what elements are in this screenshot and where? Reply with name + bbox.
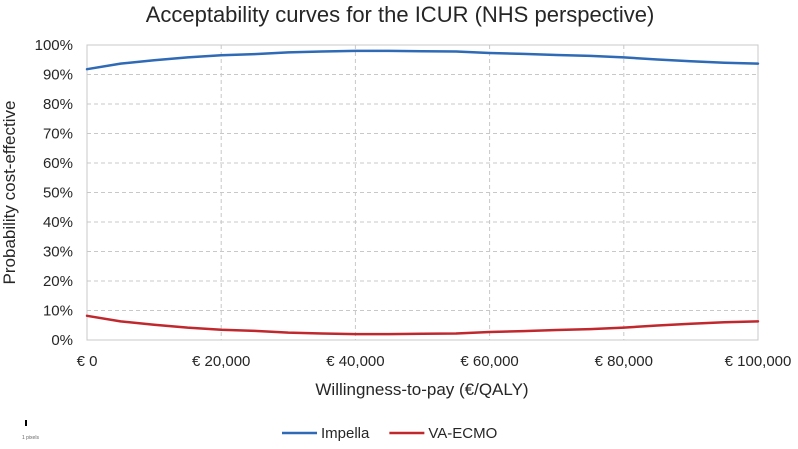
series-layer — [85, 49, 760, 336]
corner-mark — [25, 420, 27, 426]
x-tick-label: € 60,000 — [460, 353, 518, 370]
legend-label-va-ecmo: VA-ECMO — [428, 425, 497, 442]
y-tick-label: 60% — [43, 155, 73, 172]
x-tick-label: € 20,000 — [192, 353, 250, 370]
chart-title: Acceptability curves for the ICUR (NHS p… — [146, 2, 655, 27]
x-tick-label: € 100,000 — [725, 353, 792, 370]
grid-layer — [86, 44, 759, 341]
y-tick-labels: 0% 10% 20% 30% 40% 50% 60% 70% 80% 90% 100% — [35, 37, 73, 349]
x-tick-label: € 40,000 — [326, 353, 384, 370]
x-axis-title: Willingness-to-pay (€/QALY) — [315, 380, 528, 399]
legend: Impella VA-ECMO — [282, 425, 497, 442]
y-axis-title: Probability cost-effective — [0, 101, 19, 285]
y-tick-label: 10% — [43, 303, 73, 320]
footnote: 1 pixels — [22, 435, 39, 441]
y-tick-label: 30% — [43, 244, 73, 261]
y-tick-label: 50% — [43, 185, 73, 202]
x-tick-label: € 0 — [77, 353, 98, 370]
y-tick-label: 0% — [51, 332, 73, 349]
plot-frame — [86, 44, 759, 341]
y-tick-label: 80% — [43, 96, 73, 113]
legend-label-impella: Impella — [321, 425, 370, 442]
y-tick-label: 70% — [43, 126, 73, 143]
y-tick-label: 40% — [43, 214, 73, 231]
y-tick-label: 20% — [43, 273, 73, 290]
x-tick-labels: € 0 € 20,000 € 40,000 € 60,000 € 80,000 € 100… — [77, 353, 792, 370]
series-line-va-ecmo — [85, 314, 760, 336]
y-tick-label: 90% — [43, 67, 73, 84]
series-line-impella — [85, 49, 760, 71]
y-tick-label: 100% — [35, 37, 73, 54]
x-tick-label: € 80,000 — [595, 353, 653, 370]
